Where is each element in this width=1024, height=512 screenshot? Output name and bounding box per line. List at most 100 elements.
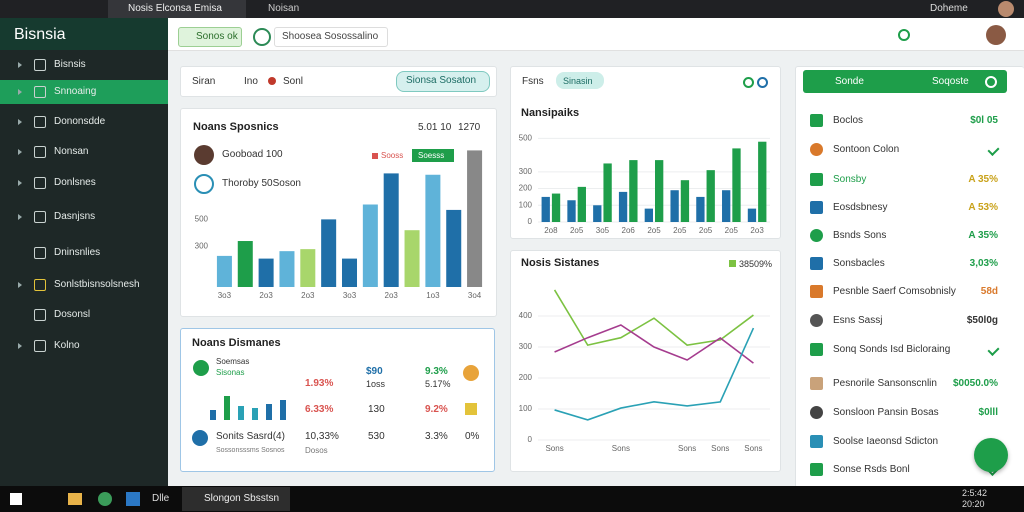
- filter[interactable]: Sonl: [283, 76, 304, 87]
- bar: [629, 160, 638, 222]
- nav-icon[interactable]: [34, 177, 46, 189]
- nav-icon[interactable]: [34, 279, 46, 291]
- icon[interactable]: [757, 77, 768, 88]
- item-icon[interactable]: [810, 406, 823, 419]
- item-icon[interactable]: [810, 201, 823, 214]
- nav-item[interactable]: Dononsdde: [54, 116, 106, 127]
- item-value: A 53%: [968, 202, 998, 213]
- legend-label: 38509%: [739, 259, 773, 269]
- header-label[interactable]: Sonde: [835, 76, 864, 87]
- cell: 10,33%: [305, 431, 339, 442]
- x-tick-label: 2o3: [750, 226, 764, 235]
- item-icon[interactable]: [810, 114, 823, 127]
- table-card: [180, 328, 495, 472]
- nav-item[interactable]: Snnoaing: [54, 86, 97, 97]
- nav-item[interactable]: Donlsnes: [54, 177, 96, 188]
- nav-icon[interactable]: [34, 309, 46, 321]
- dropdown[interactable]: [274, 27, 388, 47]
- item-name[interactable]: Sonsbacles: [833, 258, 885, 269]
- dropdown-label[interactable]: Shoosea Sosossalino: [282, 31, 379, 42]
- chip-label[interactable]: Sinasin: [563, 76, 593, 86]
- icon[interactable]: [743, 77, 754, 88]
- nav-icon[interactable]: [34, 116, 46, 128]
- item-name[interactable]: Boclos: [833, 115, 864, 126]
- cell: 1oss: [366, 379, 386, 389]
- app-label[interactable]: Dlle: [152, 493, 170, 504]
- nav-item[interactable]: Nonsan: [54, 146, 89, 157]
- icon[interactable]: [253, 28, 271, 46]
- brand[interactable]: Bisnsia: [14, 26, 66, 43]
- tab-title[interactable]: Nosis Elconsa Emisa: [128, 3, 222, 14]
- filter[interactable]: Ino: [244, 76, 258, 87]
- start-button[interactable]: [10, 493, 22, 505]
- button[interactable]: [396, 71, 490, 92]
- item-icon[interactable]: [810, 257, 823, 270]
- item-name[interactable]: Sonq Sonds Isd Bicloraing: [833, 344, 951, 355]
- item-name[interactable]: Eosdsbnesy: [833, 202, 888, 213]
- app-icon[interactable]: [126, 492, 140, 506]
- button-label[interactable]: Sionsa Sosaton: [406, 75, 477, 86]
- item-icon[interactable]: [810, 285, 823, 298]
- app-icon[interactable]: [98, 492, 112, 506]
- filter[interactable]: Fsns: [522, 76, 544, 87]
- chip-label[interactable]: Sonos ok: [196, 31, 238, 42]
- user-name[interactable]: Doheme: [930, 3, 968, 14]
- app-icon[interactable]: [68, 493, 82, 505]
- bar: [404, 230, 420, 287]
- fab[interactable]: [974, 438, 1008, 472]
- bar: [603, 163, 612, 222]
- item-icon[interactable]: [810, 229, 823, 242]
- nav-item[interactable]: Bisnsis: [54, 59, 86, 70]
- item-value: A 35%: [968, 174, 998, 185]
- row-sub: Sisonas: [216, 368, 245, 377]
- tab-title[interactable]: Noisan: [268, 3, 300, 14]
- item-icon[interactable]: [810, 463, 823, 476]
- item-name[interactable]: Sonsloon Pansin Bosas: [833, 407, 939, 418]
- item-value: 58d: [980, 286, 998, 297]
- nav-icon[interactable]: [34, 146, 46, 158]
- item-name[interactable]: Sonse Rsds Bonl: [833, 464, 910, 475]
- item-name[interactable]: Sonsby: [833, 174, 867, 185]
- app-label[interactable]: Slongon Sbsstsn: [204, 493, 280, 504]
- filter[interactable]: Siran: [192, 76, 216, 87]
- nav-icon[interactable]: [34, 59, 46, 71]
- item-icon[interactable]: [810, 314, 823, 327]
- nav-item[interactable]: Dosonsl: [54, 309, 91, 320]
- avatar[interactable]: [998, 1, 1014, 17]
- item-icon[interactable]: [810, 143, 823, 156]
- item-icon[interactable]: [810, 377, 823, 390]
- item-value: 3,03%: [969, 258, 998, 269]
- item-name[interactable]: Sontoon Colon: [833, 144, 900, 155]
- cell: 0%: [465, 431, 480, 442]
- chip[interactable]: [178, 27, 242, 47]
- x-tick-label: 3o3: [218, 291, 232, 300]
- nav-item[interactable]: Kolno: [54, 340, 80, 351]
- active-app[interactable]: [182, 487, 290, 511]
- nav-item[interactable]: Dninsnlies: [54, 247, 101, 258]
- list-header[interactable]: [803, 70, 1007, 93]
- nav-item[interactable]: Sonlstbisnsolsnesh: [54, 279, 140, 290]
- nav-icon[interactable]: [34, 247, 46, 259]
- item-name[interactable]: Esns Sassj: [833, 315, 883, 326]
- icon[interactable]: [898, 29, 910, 41]
- x-tick-label: 2o3: [259, 291, 273, 300]
- item-icon[interactable]: [810, 435, 823, 448]
- chart-card: [510, 250, 781, 472]
- item-name[interactable]: Pesnorile Sansonscnlin: [833, 378, 937, 389]
- item-name[interactable]: Soolse Iaeonsd Sdicton: [833, 436, 939, 447]
- item-name[interactable]: Bsnds Sons: [833, 230, 887, 241]
- bar: [655, 160, 664, 222]
- item-icon[interactable]: [810, 343, 823, 356]
- nav-item[interactable]: Dasnjsns: [54, 211, 96, 222]
- item-icon[interactable]: [810, 173, 823, 186]
- tab-active[interactable]: [108, 0, 246, 18]
- nav-icon[interactable]: [34, 86, 46, 98]
- item-name[interactable]: Pesnble Saerf Comsobnisly: [833, 286, 956, 297]
- header-label[interactable]: Soqoste: [932, 76, 969, 87]
- avatar[interactable]: [986, 25, 1006, 45]
- chip[interactable]: [556, 72, 604, 89]
- x-tick-label: 2o5: [725, 226, 739, 235]
- icon[interactable]: [985, 76, 997, 88]
- nav-icon[interactable]: [34, 211, 46, 223]
- nav-icon[interactable]: [34, 340, 46, 352]
